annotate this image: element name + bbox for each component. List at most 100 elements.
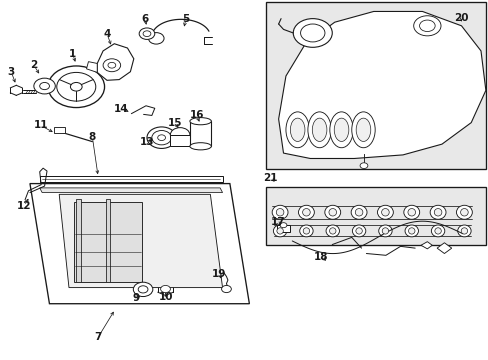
Ellipse shape [298,205,314,219]
Text: 8: 8 [88,132,96,142]
Ellipse shape [276,208,284,216]
Bar [266,187,485,244]
Ellipse shape [324,205,340,219]
Ellipse shape [307,112,330,148]
Ellipse shape [189,118,211,125]
Circle shape [419,20,434,32]
Ellipse shape [407,228,414,234]
Circle shape [413,16,440,36]
Circle shape [70,82,82,91]
Text: 17: 17 [270,217,285,227]
Bar [276,225,290,232]
Circle shape [300,24,325,42]
Text: 4: 4 [103,29,110,39]
Ellipse shape [299,225,312,237]
Text: 13: 13 [140,138,154,147]
Text: 3: 3 [8,67,15,77]
Ellipse shape [290,118,305,141]
Ellipse shape [350,205,366,219]
Text: 19: 19 [211,269,226,279]
Bar [189,121,211,146]
Circle shape [138,286,148,293]
Ellipse shape [429,205,445,219]
Text: 2: 2 [30,60,38,70]
Text: 10: 10 [159,292,173,302]
Ellipse shape [457,225,470,237]
Circle shape [221,285,231,293]
Text: 16: 16 [189,111,203,121]
Circle shape [57,72,96,101]
Ellipse shape [189,143,211,150]
Polygon shape [176,131,184,142]
Ellipse shape [460,208,467,216]
Ellipse shape [355,208,362,216]
Ellipse shape [272,205,287,219]
Ellipse shape [329,228,335,234]
Text: 6: 6 [141,14,148,24]
Ellipse shape [404,225,418,237]
Ellipse shape [377,205,392,219]
Circle shape [147,127,176,148]
Ellipse shape [276,228,283,234]
Ellipse shape [352,225,365,237]
Circle shape [280,223,286,228]
Ellipse shape [378,225,391,237]
Ellipse shape [333,118,348,141]
Polygon shape [86,62,97,72]
Circle shape [139,28,155,40]
Text: 15: 15 [168,118,182,128]
Circle shape [170,128,189,142]
Ellipse shape [403,205,419,219]
Ellipse shape [285,112,309,148]
Text: 5: 5 [182,14,189,24]
Text: 20: 20 [453,13,468,23]
Circle shape [293,19,331,47]
Ellipse shape [302,208,309,216]
Text: 14: 14 [114,104,129,114]
Polygon shape [436,243,451,253]
Polygon shape [59,194,222,288]
Text: 21: 21 [263,173,278,183]
Circle shape [160,285,170,293]
Ellipse shape [433,208,441,216]
Ellipse shape [351,112,374,148]
Ellipse shape [407,208,415,216]
Ellipse shape [382,228,388,234]
Circle shape [133,282,153,297]
Text: 9: 9 [132,293,140,303]
Polygon shape [420,242,431,249]
Circle shape [359,163,367,168]
Polygon shape [40,176,222,182]
Ellipse shape [303,228,309,234]
Circle shape [108,62,116,68]
Text: 12: 12 [17,201,31,211]
Ellipse shape [460,228,467,234]
Polygon shape [30,184,249,304]
Bar [54,127,65,133]
Polygon shape [40,188,222,193]
Ellipse shape [273,225,286,237]
Polygon shape [97,44,134,80]
Ellipse shape [312,118,326,141]
Polygon shape [74,202,142,282]
Bar [170,135,189,146]
Circle shape [148,33,163,44]
Polygon shape [76,199,81,282]
Circle shape [34,78,55,94]
Ellipse shape [434,228,440,234]
Circle shape [152,131,171,145]
Ellipse shape [328,208,336,216]
Ellipse shape [456,205,471,219]
Circle shape [48,66,104,108]
Bar [266,3,485,169]
Polygon shape [105,199,110,282]
Ellipse shape [329,112,352,148]
Ellipse shape [381,208,388,216]
Circle shape [158,135,165,140]
Text: 18: 18 [314,252,328,262]
Ellipse shape [325,225,339,237]
Polygon shape [278,12,485,158]
Ellipse shape [355,228,362,234]
Text: 7: 7 [94,332,102,342]
Circle shape [143,31,151,37]
